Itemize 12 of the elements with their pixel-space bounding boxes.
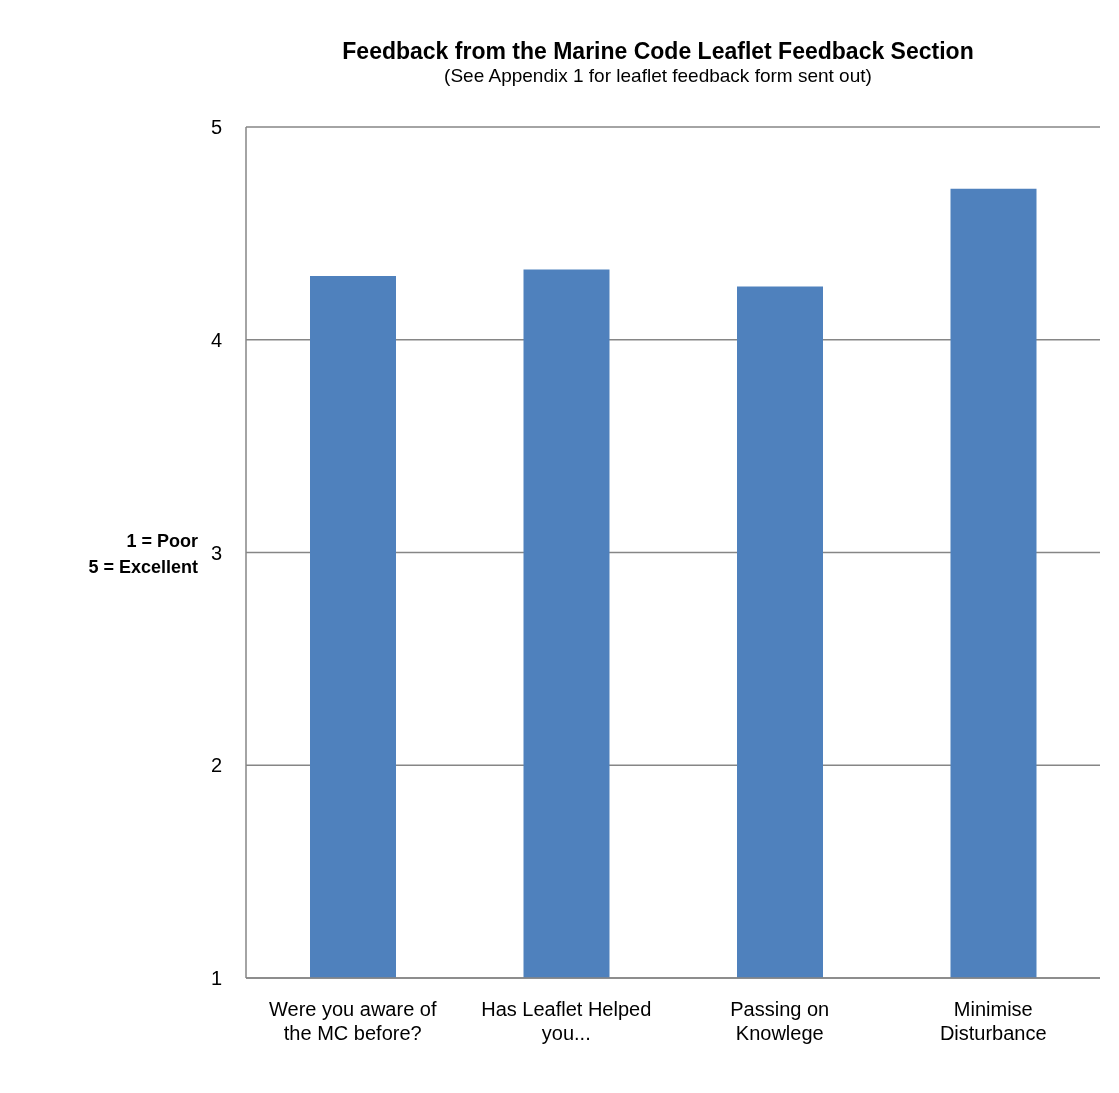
x-tick-label: Passing on Knowlege [730, 998, 830, 1044]
y-tick-label: 3 [210, 541, 222, 564]
y-tick-label: 1 [210, 967, 222, 990]
x-tick-label: Minimise Disturbance [939, 998, 1047, 1044]
chart-title: Feedback from the Marine Code Leaflet Feedback Section [341, 38, 975, 65]
y-axis-title: 1 = Poor 5 = Excellent [87, 530, 198, 579]
y-tick-label: 2 [210, 754, 222, 777]
x-tick-label: Has Leaflet Helped you... [481, 998, 652, 1044]
x-tick-label: Were you aware of the MC before? [269, 998, 437, 1044]
y-tick-label: 5 [210, 116, 222, 139]
y-tick-label: 4 [210, 328, 222, 351]
chart-subtitle: (See Appendix 1 for leaflet feedback form sent out) [443, 65, 873, 87]
